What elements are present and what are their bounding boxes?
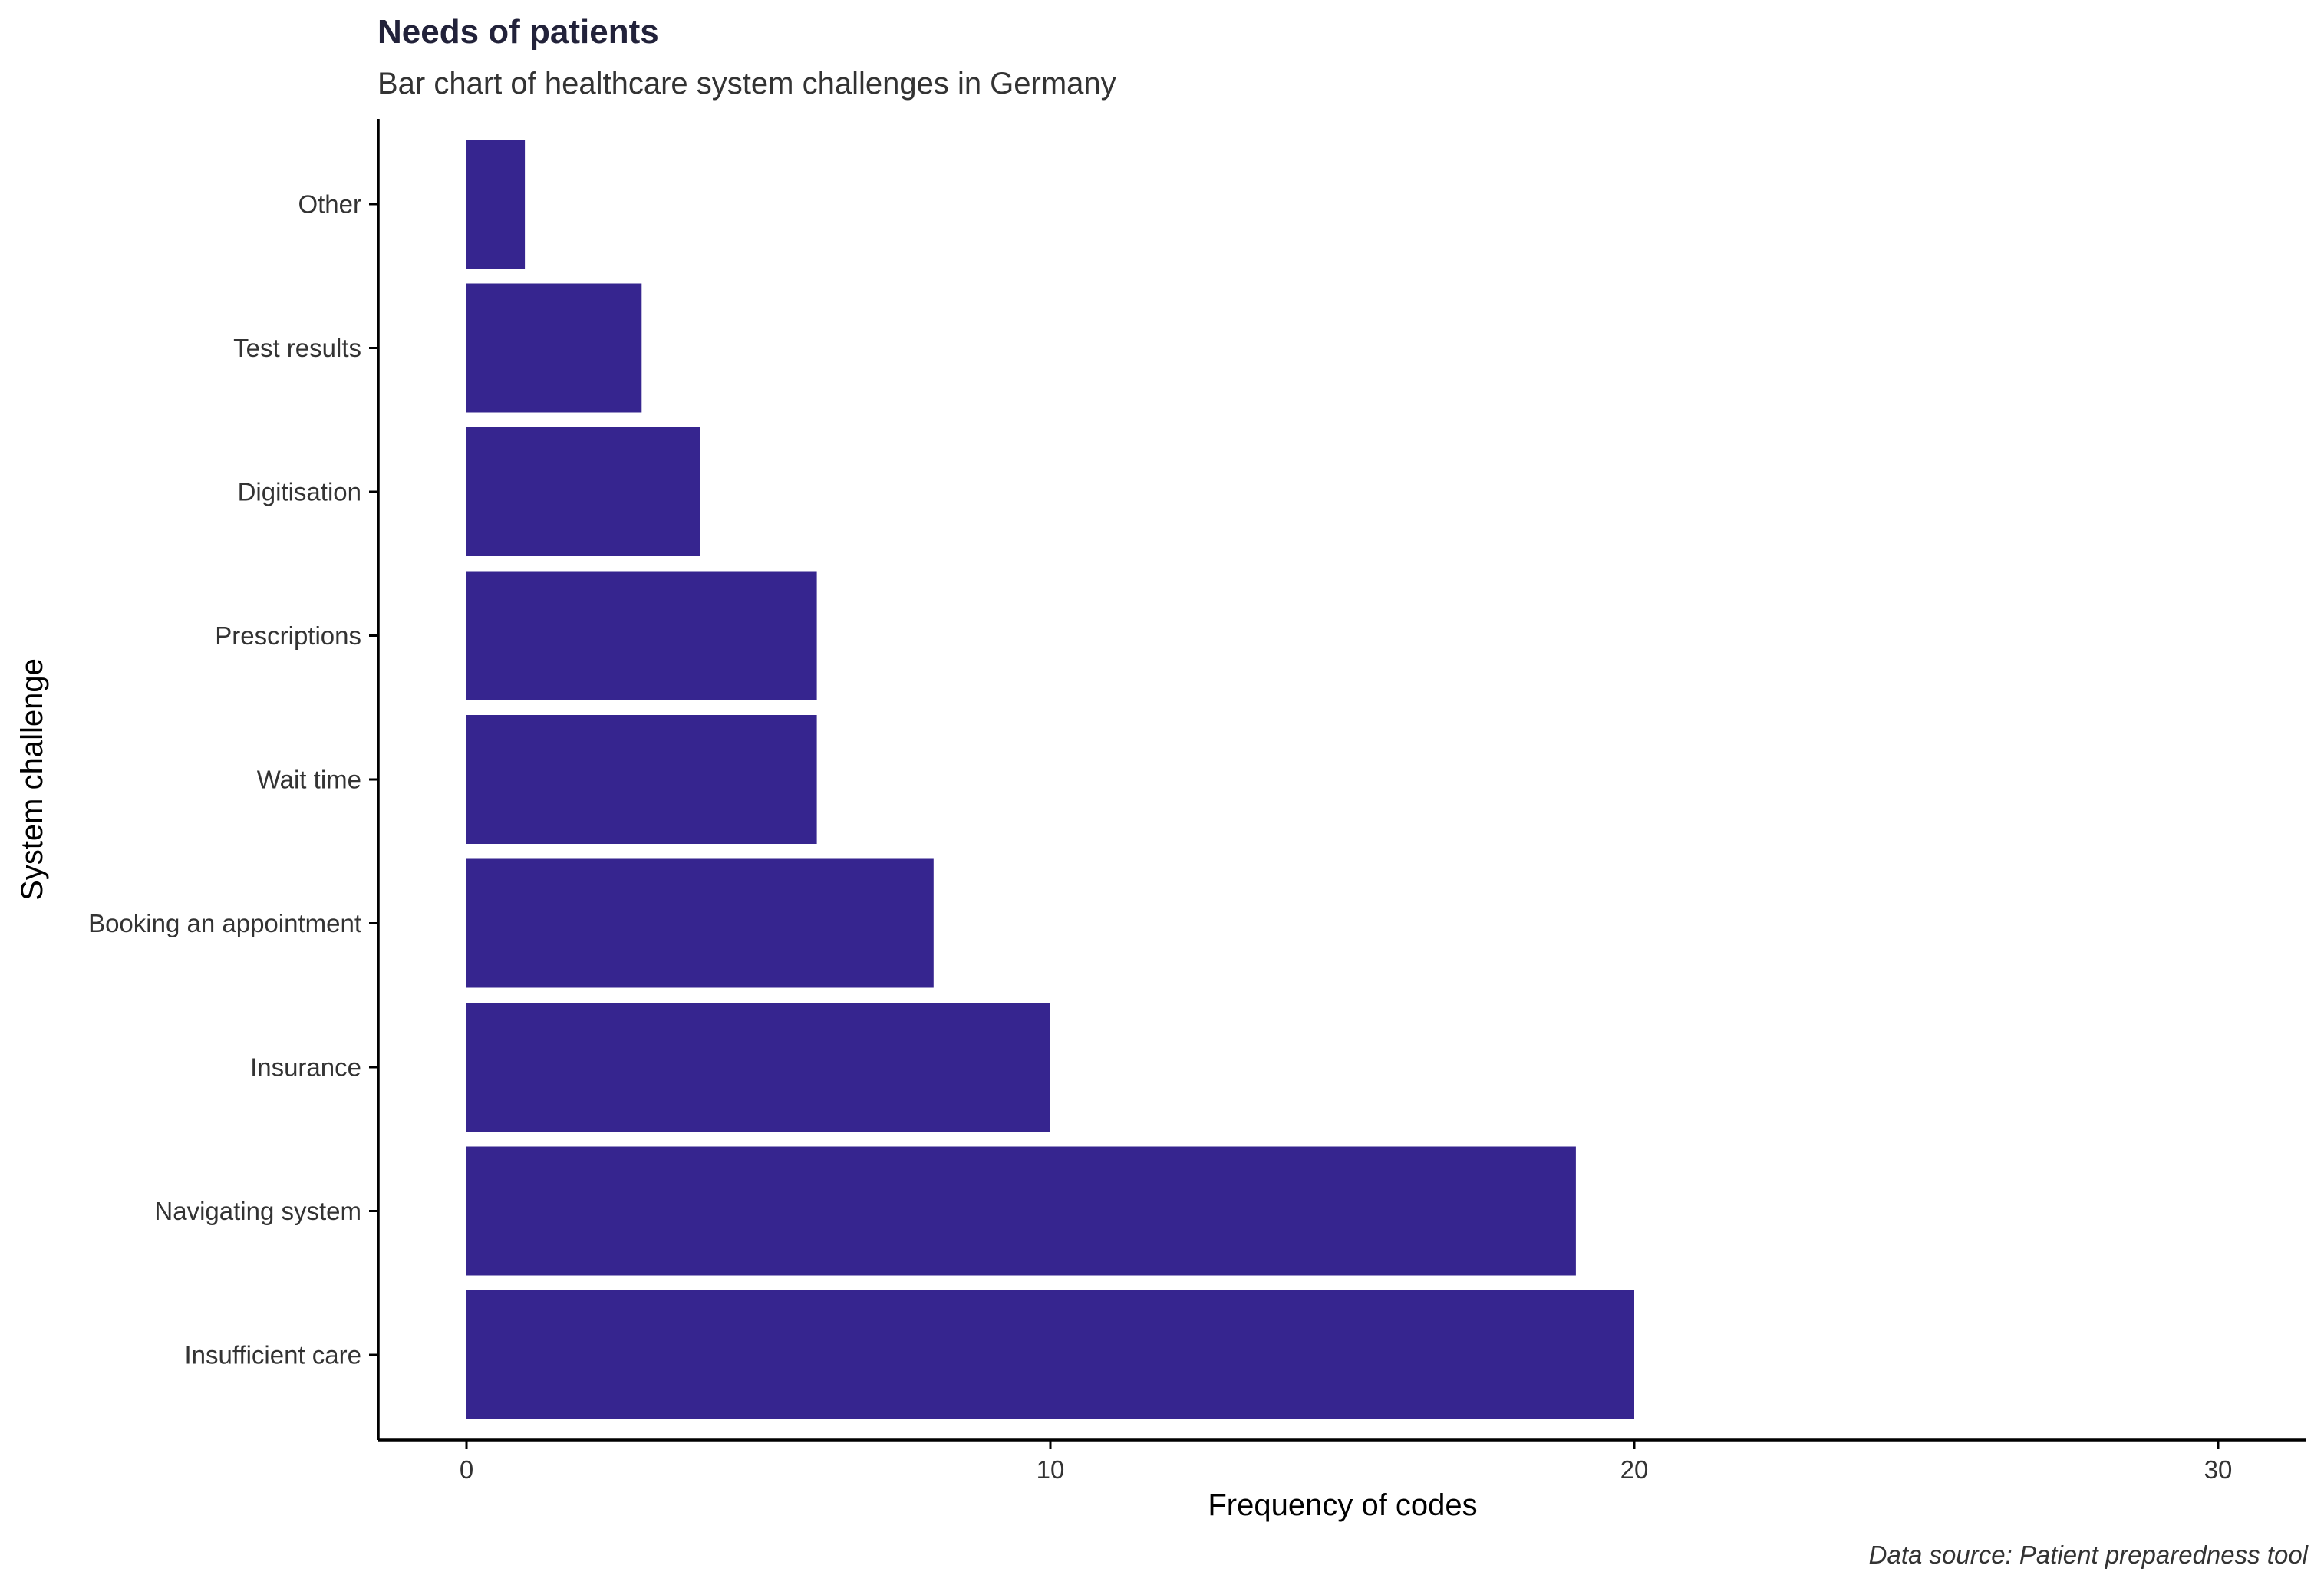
bar: [466, 427, 700, 556]
x-axis-title: Frequency of codes: [1208, 1488, 1477, 1522]
y-tick-label: Wait time: [257, 766, 361, 794]
y-tick-label: Digitisation: [238, 478, 361, 506]
y-tick-label: Test results: [233, 334, 361, 362]
bar: [466, 715, 817, 844]
bar: [466, 1003, 1050, 1132]
bars-group: [466, 140, 1634, 1419]
bar: [466, 571, 817, 700]
bar: [466, 1146, 1576, 1276]
y-tick-label: Prescriptions: [215, 621, 361, 650]
chart-caption: Data source: Patient preparedness tool: [1869, 1541, 2309, 1569]
bar: [466, 858, 934, 988]
bar: [466, 1290, 1634, 1419]
x-axis-ticks: 0 10 20 30: [460, 1440, 2233, 1484]
x-tick-label: 10: [1037, 1455, 1065, 1484]
y-tick-label: Other: [298, 190, 361, 219]
x-tick-label: 20: [1620, 1455, 1649, 1484]
y-axis-title: System challenge: [15, 658, 49, 901]
x-tick-label: 30: [2204, 1455, 2233, 1484]
chart-title: Needs of patients: [377, 13, 659, 51]
x-tick-label: 0: [460, 1455, 473, 1484]
bar: [466, 283, 642, 413]
y-tick-label: Booking an appointment: [88, 909, 361, 937]
bar: [466, 140, 526, 269]
chart-subtitle: Bar chart of healthcare system challenge…: [377, 67, 1116, 101]
y-tick-label: Insurance: [250, 1053, 361, 1082]
y-tick-label: Navigating system: [154, 1197, 361, 1225]
y-axis-ticks: Insufficient care Navigating system Insura…: [88, 190, 378, 1369]
y-tick-label: Insufficient care: [184, 1341, 361, 1369]
